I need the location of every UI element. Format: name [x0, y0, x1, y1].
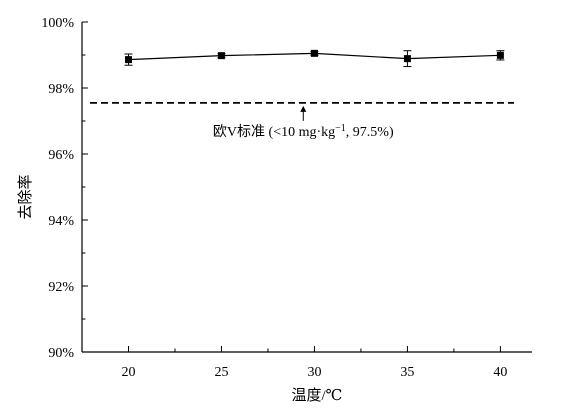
- y-tick-label: 98%: [48, 82, 74, 97]
- data-point: [217, 52, 225, 60]
- axes: [81, 22, 532, 353]
- series-group: [124, 49, 505, 68]
- annotation-suffix: , 97.5%): [346, 125, 394, 140]
- reference-line-annotation: 欧V标准 (<10 mg·kg−1, 97.5%): [213, 122, 394, 140]
- data-point: [310, 49, 318, 57]
- reference-line-group: [90, 101, 514, 121]
- x-axis-label: 温度/℃: [292, 387, 343, 404]
- y-axis-label: 去除率: [17, 174, 34, 219]
- y-axis-ticks: 90% 92% 94% 96% 98% 100%: [41, 16, 88, 361]
- x-tick-label: 40: [493, 365, 507, 380]
- data-point: [496, 51, 504, 59]
- y-tick-label: 90%: [48, 346, 74, 361]
- annotation-prefix: 欧V标准 (<10 mg·kg: [213, 124, 335, 140]
- y-tick-label: 96%: [48, 148, 74, 163]
- y-tick-label: 100%: [41, 16, 74, 31]
- data-point: [403, 55, 411, 63]
- x-tick-label: 25: [214, 365, 228, 380]
- y-tick-label: 92%: [48, 280, 74, 295]
- data-point: [124, 56, 132, 64]
- annotation-arrow-head: [300, 105, 307, 112]
- x-tick-label: 30: [307, 365, 321, 380]
- x-tick-label: 20: [121, 365, 135, 380]
- x-tick-label: 35: [400, 365, 414, 380]
- y-tick-label: 94%: [48, 214, 74, 229]
- annotation-superscript: −1: [335, 122, 346, 133]
- x-axis-ticks: 20 25 30 35 40: [81, 346, 507, 380]
